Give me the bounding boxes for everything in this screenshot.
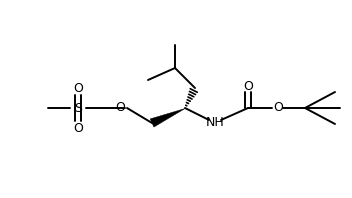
Text: O: O xyxy=(243,80,253,92)
Text: O: O xyxy=(73,122,83,134)
Text: O: O xyxy=(115,101,125,113)
Text: NH: NH xyxy=(206,115,224,129)
Text: O: O xyxy=(73,82,83,94)
Polygon shape xyxy=(150,109,185,127)
Text: O: O xyxy=(273,101,283,113)
Text: S: S xyxy=(74,102,82,114)
